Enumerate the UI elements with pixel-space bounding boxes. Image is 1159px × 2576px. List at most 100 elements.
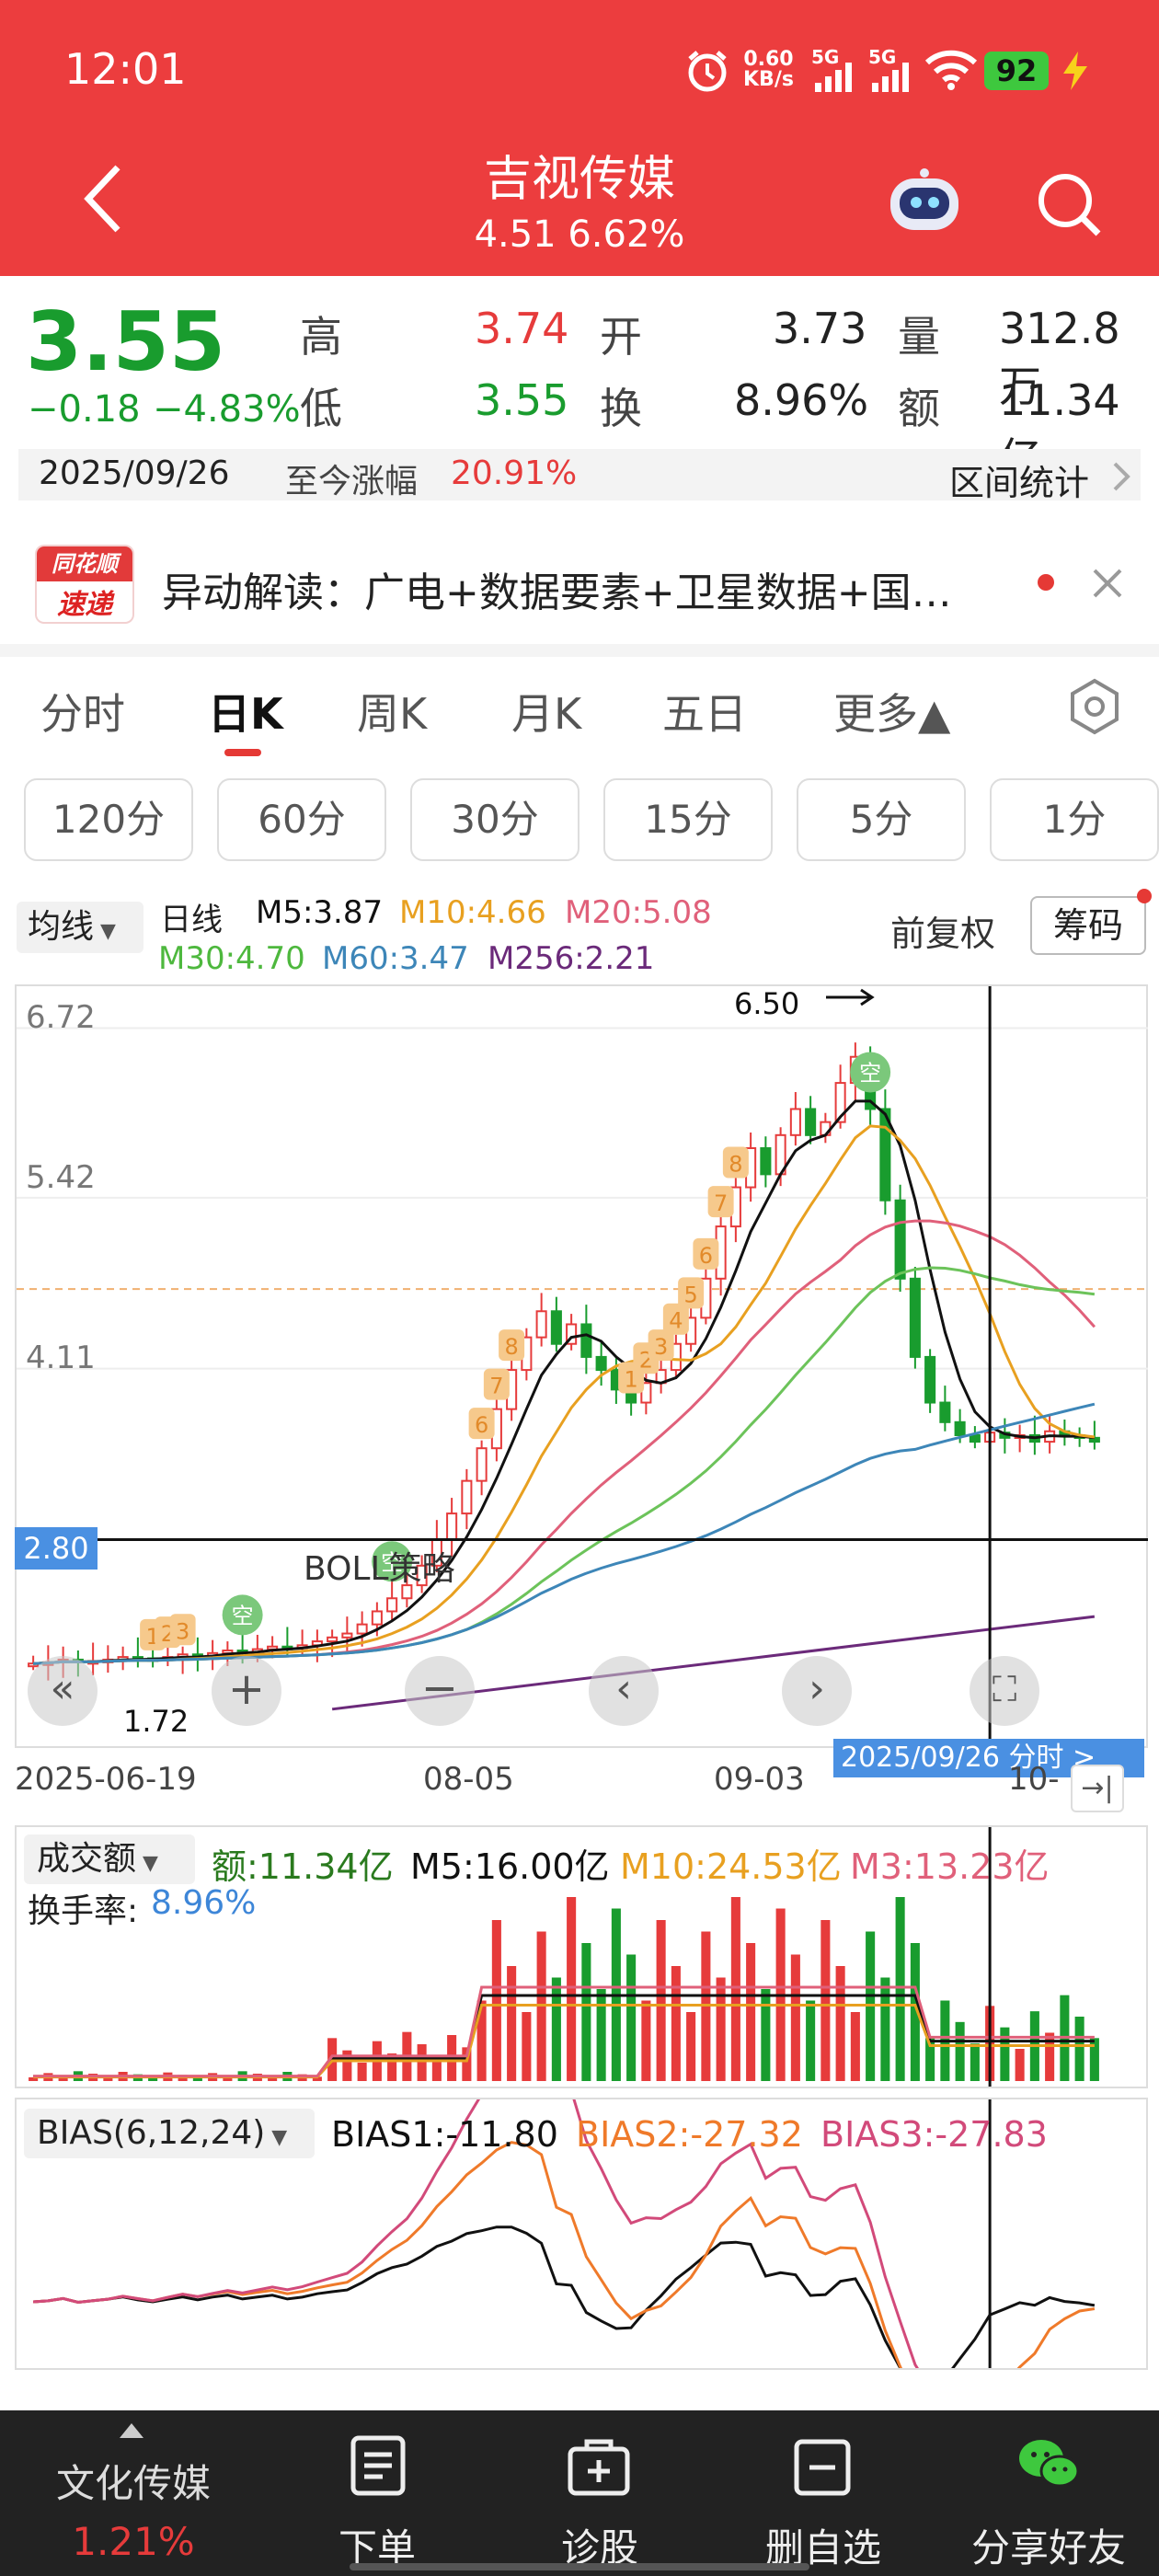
bias1-value: BIAS1:-11.80 (331, 2114, 558, 2155)
fullscreen-icon[interactable]: ⛶ (970, 1656, 1039, 1726)
ma30-value: M30:4.70 (158, 940, 305, 977)
interval-bar[interactable]: 2025/09/26 至今涨幅 20.91% 区间统计 (18, 449, 1141, 503)
remove-watchlist-icon[interactable] (793, 2438, 852, 2497)
jump-latest-icon[interactable]: →| (1071, 1765, 1124, 1812)
volume-bar (491, 1920, 501, 2081)
rise-value: 20.91% (451, 454, 578, 492)
adjust-mode[interactable]: 前复权 (890, 914, 996, 954)
share-friends-button[interactable]: 分享好友 (970, 2525, 1126, 2570)
low-label: 低 (300, 384, 342, 433)
cursor-price-label: 2.80 (15, 1527, 98, 1570)
price-change: −0.18 (28, 388, 141, 431)
td-signal-marker (483, 1368, 510, 1400)
candle-body (356, 1623, 368, 1635)
volume-pane[interactable] (15, 1825, 1148, 2088)
scroll-left-fast-icon[interactable]: « (28, 1656, 98, 1726)
tab-intraday[interactable]: 分时 (40, 689, 125, 739)
boll-strategy-label[interactable]: BOLL策略 (304, 1550, 455, 1588)
scroll-left-icon[interactable]: ‹ (589, 1656, 659, 1726)
back-arrow-icon[interactable] (79, 162, 125, 236)
diagnose-icon[interactable] (567, 2438, 631, 2497)
short-signal-marker (850, 1052, 891, 1093)
interval-stats-link[interactable]: 区间统计 (949, 463, 1090, 503)
td-signal-number: 4 (669, 1308, 683, 1334)
tab-monthly-k[interactable]: 月K (511, 689, 582, 739)
news-badge: 同花顺 速递 (37, 546, 132, 622)
period-60m[interactable]: 60分 (217, 778, 386, 861)
period-5m[interactable]: 5分 (797, 778, 966, 861)
ma256-value: M256:2.21 (488, 940, 655, 977)
tab-more[interactable]: 更多▲ (833, 689, 951, 739)
wechat-icon[interactable] (1016, 2434, 1082, 2491)
volume-bar (955, 2021, 965, 2081)
td-signal-marker (648, 1329, 674, 1362)
indicator-select[interactable]: 均线 ▼ (17, 902, 143, 953)
close-icon[interactable] (1089, 565, 1126, 602)
volume-bar (806, 2000, 816, 2081)
bias-indicator-select[interactable]: BIAS(6,12,24) ▼ (24, 2109, 315, 2158)
low-value: 3.55 (475, 375, 569, 425)
volume-bar (716, 1977, 726, 2081)
volume-bar (596, 1989, 606, 2081)
tab-weekly-k[interactable]: 周K (357, 689, 428, 739)
sector-change: 1.21% (72, 2519, 195, 2564)
td-signal-marker (468, 1408, 495, 1440)
order-button[interactable]: 下单 (338, 2525, 416, 2570)
td-signal-number: 7 (714, 1190, 728, 1216)
volume-indicator-select[interactable]: 成交额 ▼ (24, 1834, 195, 1884)
volume-bar (1015, 2049, 1025, 2081)
volume-bar (1000, 2027, 1010, 2081)
candle-body (566, 1323, 578, 1345)
diagnose-button[interactable]: 诊股 (560, 2525, 638, 2570)
x-tick-4: 10- (1008, 1761, 1060, 1798)
settings-hexagon-icon[interactable] (1065, 677, 1124, 736)
bias1-line (32, 2225, 1096, 2397)
bias3-value: BIAS3:-27.83 (820, 2114, 1048, 2155)
period-120m[interactable]: 120分 (24, 778, 193, 861)
candle-body (909, 1277, 921, 1358)
rise-label: 至今涨幅 (285, 463, 419, 500)
tab-five-day[interactable]: 五日 (662, 689, 747, 739)
max-price-label: 6.50 (734, 986, 800, 1021)
zoom-in-icon[interactable]: + (212, 1656, 281, 1726)
volume-bar (312, 2076, 322, 2081)
volume-bar (357, 2063, 367, 2081)
turnover-label: 换 (600, 384, 642, 433)
zoom-out-icon[interactable]: − (405, 1656, 475, 1726)
period-1m[interactable]: 1分 (990, 778, 1159, 861)
period-15m[interactable]: 15分 (603, 778, 773, 861)
short-signal-text: 空 (232, 1603, 254, 1628)
search-icon[interactable] (1034, 169, 1104, 239)
td-signal-number: 5 (683, 1282, 697, 1307)
chip-button[interactable]: 筹码 (1030, 896, 1146, 955)
ma30-line (33, 1266, 1096, 1665)
net-speed: 0.60 KB/s (743, 48, 794, 91)
volume-bar (641, 2000, 651, 2081)
remove-watchlist-button[interactable]: 删自选 (764, 2525, 881, 2570)
candle-body (924, 1355, 936, 1404)
cursor-date-bar[interactable]: 2025/09/26 分时 > (833, 1739, 1144, 1777)
home-indicator (350, 2563, 809, 2570)
tab-daily-k[interactable]: 日K (208, 689, 283, 739)
volume-m5: M5:16.00亿 (410, 1846, 610, 1887)
ma5-value: M5:3.87 (256, 894, 384, 931)
period-30m[interactable]: 30分 (410, 778, 580, 861)
td-signal-number: 1 (624, 1367, 637, 1393)
volume-m10: M10:24.53亿 (620, 1846, 842, 1887)
volume-bar (925, 2038, 935, 2081)
caret-up-icon (120, 2423, 143, 2438)
robot-assistant-icon[interactable] (883, 166, 966, 239)
high-value: 3.74 (475, 304, 569, 353)
order-document-icon[interactable] (350, 2434, 407, 2497)
ma-kind: 日线 (160, 902, 223, 938)
x-tick-3: 09-03 (714, 1761, 805, 1798)
candle-body (535, 1310, 547, 1339)
index-quote: 4.51 6.62% (474, 213, 685, 256)
ma10-value: M10:4.66 (399, 894, 546, 931)
volume-bar (910, 1943, 920, 2081)
sector-name[interactable]: 文化传媒 (55, 2461, 211, 2506)
scroll-right-icon[interactable]: › (782, 1656, 852, 1726)
news-headline[interactable]: 异动解读：广电+数据要素+卫星数据+国… (162, 569, 952, 616)
